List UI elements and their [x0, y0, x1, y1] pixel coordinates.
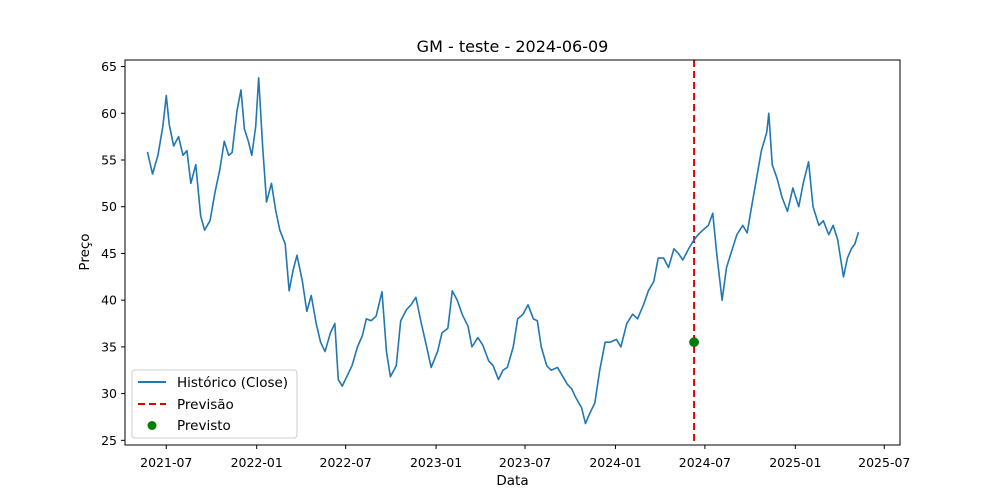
legend-predicted-label: Previsto	[177, 418, 231, 434]
legend-forecast-label: Previsão	[177, 397, 234, 413]
x-tick-label: 2022-01	[231, 455, 283, 470]
x-tick-label: 2022-07	[320, 455, 372, 470]
predicted-point	[689, 337, 699, 348]
y-tick-label: 50	[101, 199, 117, 214]
y-tick-label: 40	[101, 293, 117, 308]
legend-predicted-swatch	[147, 421, 157, 430]
x-tick-label: 2023-07	[499, 455, 551, 470]
chart-title: GM - teste - 2024-06-09	[417, 37, 609, 56]
y-tick-label: 45	[101, 246, 117, 261]
x-tick-label: 2021-07	[140, 455, 192, 470]
y-tick-label: 55	[101, 152, 117, 167]
y-tick-label: 60	[101, 106, 117, 121]
y-axis: 25 30 35 40 45 50 55 60 65	[101, 59, 125, 448]
x-tick-label: 2025-07	[858, 455, 910, 470]
axes-frame	[124, 59, 901, 446]
x-tick-label: 2024-01	[589, 455, 641, 470]
y-tick-label: 65	[101, 59, 117, 74]
plot-area	[146, 60, 860, 445]
y-tick-label: 35	[101, 339, 117, 354]
legend: Histórico (Close) Previsão Previsto	[131, 369, 298, 439]
y-axis-label: Preço	[77, 233, 93, 270]
x-tick-label: 2023-01	[410, 455, 462, 470]
y-tick-label: 25	[101, 433, 117, 448]
x-axis-label: Data	[496, 473, 528, 489]
legend-box	[131, 369, 298, 439]
x-tick-label: 2024-07	[679, 455, 731, 470]
legend-history-label: Histórico (Close)	[177, 375, 288, 391]
x-tick-label: 2025-01	[769, 455, 821, 470]
history-series-line	[146, 76, 860, 425]
y-tick-label: 30	[101, 386, 117, 401]
x-axis: 2021-07 2022-01 2022-07 2023-01 2023-07 2024-…	[140, 445, 910, 470]
